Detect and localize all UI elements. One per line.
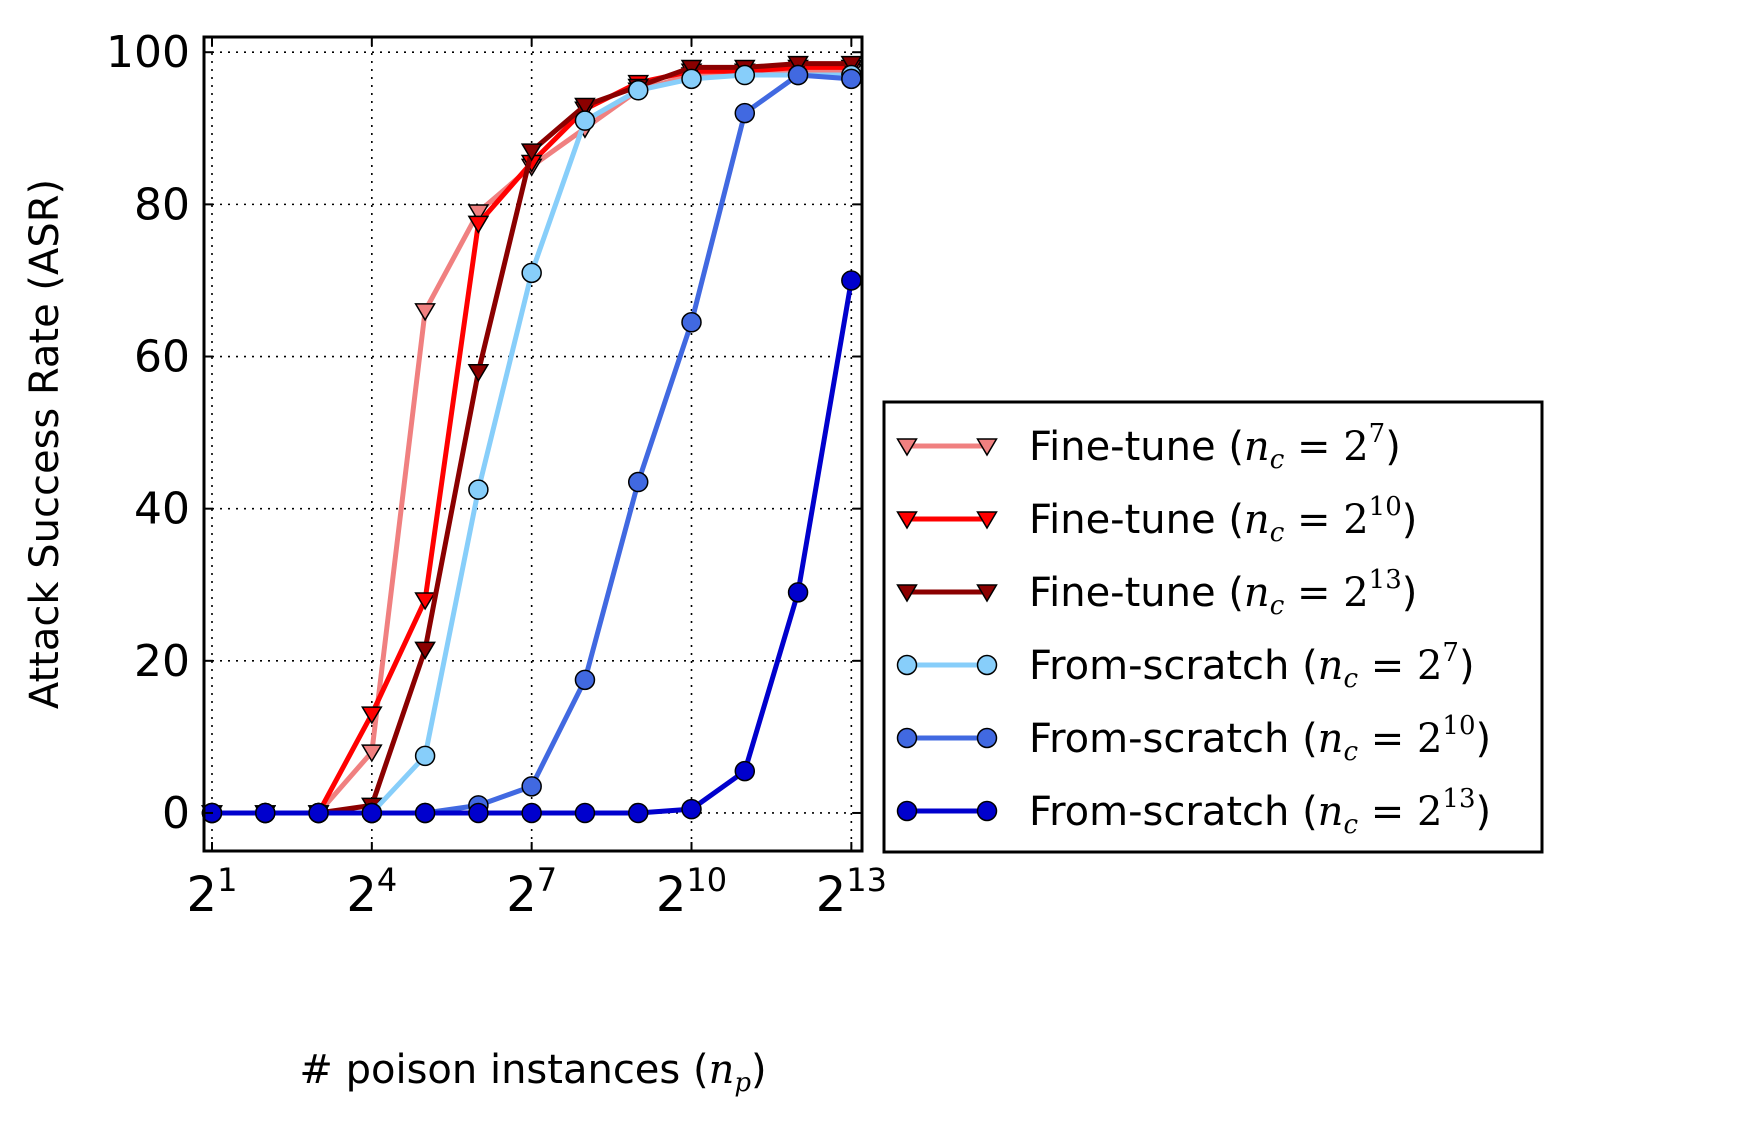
data-point (734, 64, 756, 86)
legend-marker (976, 654, 998, 676)
data-point (841, 270, 862, 291)
y-tick-label: 0 (162, 788, 190, 839)
y-tick-label: 100 (106, 27, 190, 78)
x-tick-label: 27 (506, 861, 557, 923)
data-point (787, 582, 809, 603)
data-point (255, 802, 276, 824)
data-point (361, 802, 383, 824)
x-tick-label: 210 (656, 861, 727, 923)
legend-entry: From-scratch (nc = 213) (896, 784, 1491, 840)
y-tick-label: 40 (134, 484, 190, 535)
data-point (521, 262, 542, 284)
data-point (467, 363, 490, 383)
data-point (520, 143, 543, 162)
data-point (414, 641, 436, 660)
legend-box (882, 400, 1544, 854)
data-point (414, 802, 436, 824)
legend-entry: From-scratch (nc = 27) (896, 638, 1475, 694)
legend-entry: From-scratch (nc = 210) (896, 711, 1491, 767)
data-point (681, 312, 702, 333)
data-point (734, 760, 756, 782)
data-point (414, 592, 436, 611)
legend-marker (896, 727, 918, 749)
legend-marker (976, 727, 998, 749)
legend: Fine-tune (nc = 27) Fine-tune (nc = 210) F… (882, 400, 1544, 854)
data-point (680, 59, 703, 78)
plot-frame (202, 35, 864, 853)
data-point (467, 215, 490, 234)
data-point (468, 802, 489, 824)
data-point (308, 802, 329, 824)
legend-marker (896, 438, 918, 457)
data-point (468, 479, 489, 500)
legend-marker (976, 800, 998, 822)
data-point (840, 55, 863, 75)
legend-marker (976, 511, 998, 530)
legend-marker (896, 511, 918, 530)
x-axis-label-var: n (709, 1047, 735, 1093)
legend-label: Fine-tune (nc = 210) (1029, 492, 1417, 548)
legend-label: From-scratch (nc = 210) (1029, 711, 1491, 767)
x-tick-label: 21 (187, 861, 238, 923)
data-point (627, 802, 649, 824)
legend-marker (976, 438, 998, 457)
data-point (734, 102, 756, 124)
data-point (574, 110, 596, 131)
data-point (414, 303, 436, 322)
legend-marker (896, 654, 918, 676)
legend-entry: Fine-tune (nc = 210) (896, 492, 1417, 548)
data-point (627, 471, 649, 493)
legend-label: Fine-tune (nc = 27) (1029, 419, 1401, 475)
data-point (521, 802, 542, 824)
y-tick-label: 60 (134, 332, 190, 383)
y-tick-label: 20 (134, 636, 190, 687)
data-point (787, 64, 809, 86)
legend-entries: Fine-tune (nc = 27) Fine-tune (nc = 210) F… (896, 419, 1491, 840)
data-point (627, 80, 649, 101)
legend-marker (896, 800, 918, 822)
data-point (787, 55, 809, 75)
data-point (574, 669, 596, 691)
x-tick-label: 213 (816, 861, 887, 923)
data-point (681, 798, 702, 820)
x-axis-label-close: ) (751, 1047, 767, 1093)
axis-ticks: 0 20 40 60 80 100 21 24 27 210 213 (106, 27, 887, 923)
x-axis-label-sub: p (734, 1068, 751, 1098)
legend-label: Fine-tune (nc = 213) (1029, 565, 1417, 621)
legend-marker (976, 584, 998, 603)
data-point (361, 706, 383, 725)
x-axis-label-text: # poison instances ( (299, 1047, 708, 1093)
legend-entry: Fine-tune (nc = 27) (896, 419, 1401, 475)
legend-label: From-scratch (nc = 27) (1029, 638, 1475, 694)
data-point (467, 204, 490, 223)
data-point (681, 68, 702, 90)
data-point (361, 744, 383, 763)
data-point (841, 68, 862, 90)
x-tick-label: 24 (346, 861, 397, 923)
y-tick-label: 80 (134, 179, 190, 230)
legend-label: From-scratch (nc = 213) (1029, 784, 1491, 840)
data-point (574, 97, 596, 116)
data-point (521, 776, 542, 797)
legend-marker (896, 584, 918, 603)
data-point (574, 802, 596, 824)
y-axis-title: Attack Success Rate (ASR) (22, 179, 68, 709)
series-layer (201, 55, 863, 824)
series-6 (201, 270, 862, 824)
y-axis-label: Attack Success Rate (ASR) (22, 179, 68, 709)
data-point (414, 745, 436, 767)
x-axis-label: # poison instances (np) (299, 1047, 766, 1098)
legend-entry: Fine-tune (nc = 213) (896, 565, 1417, 621)
